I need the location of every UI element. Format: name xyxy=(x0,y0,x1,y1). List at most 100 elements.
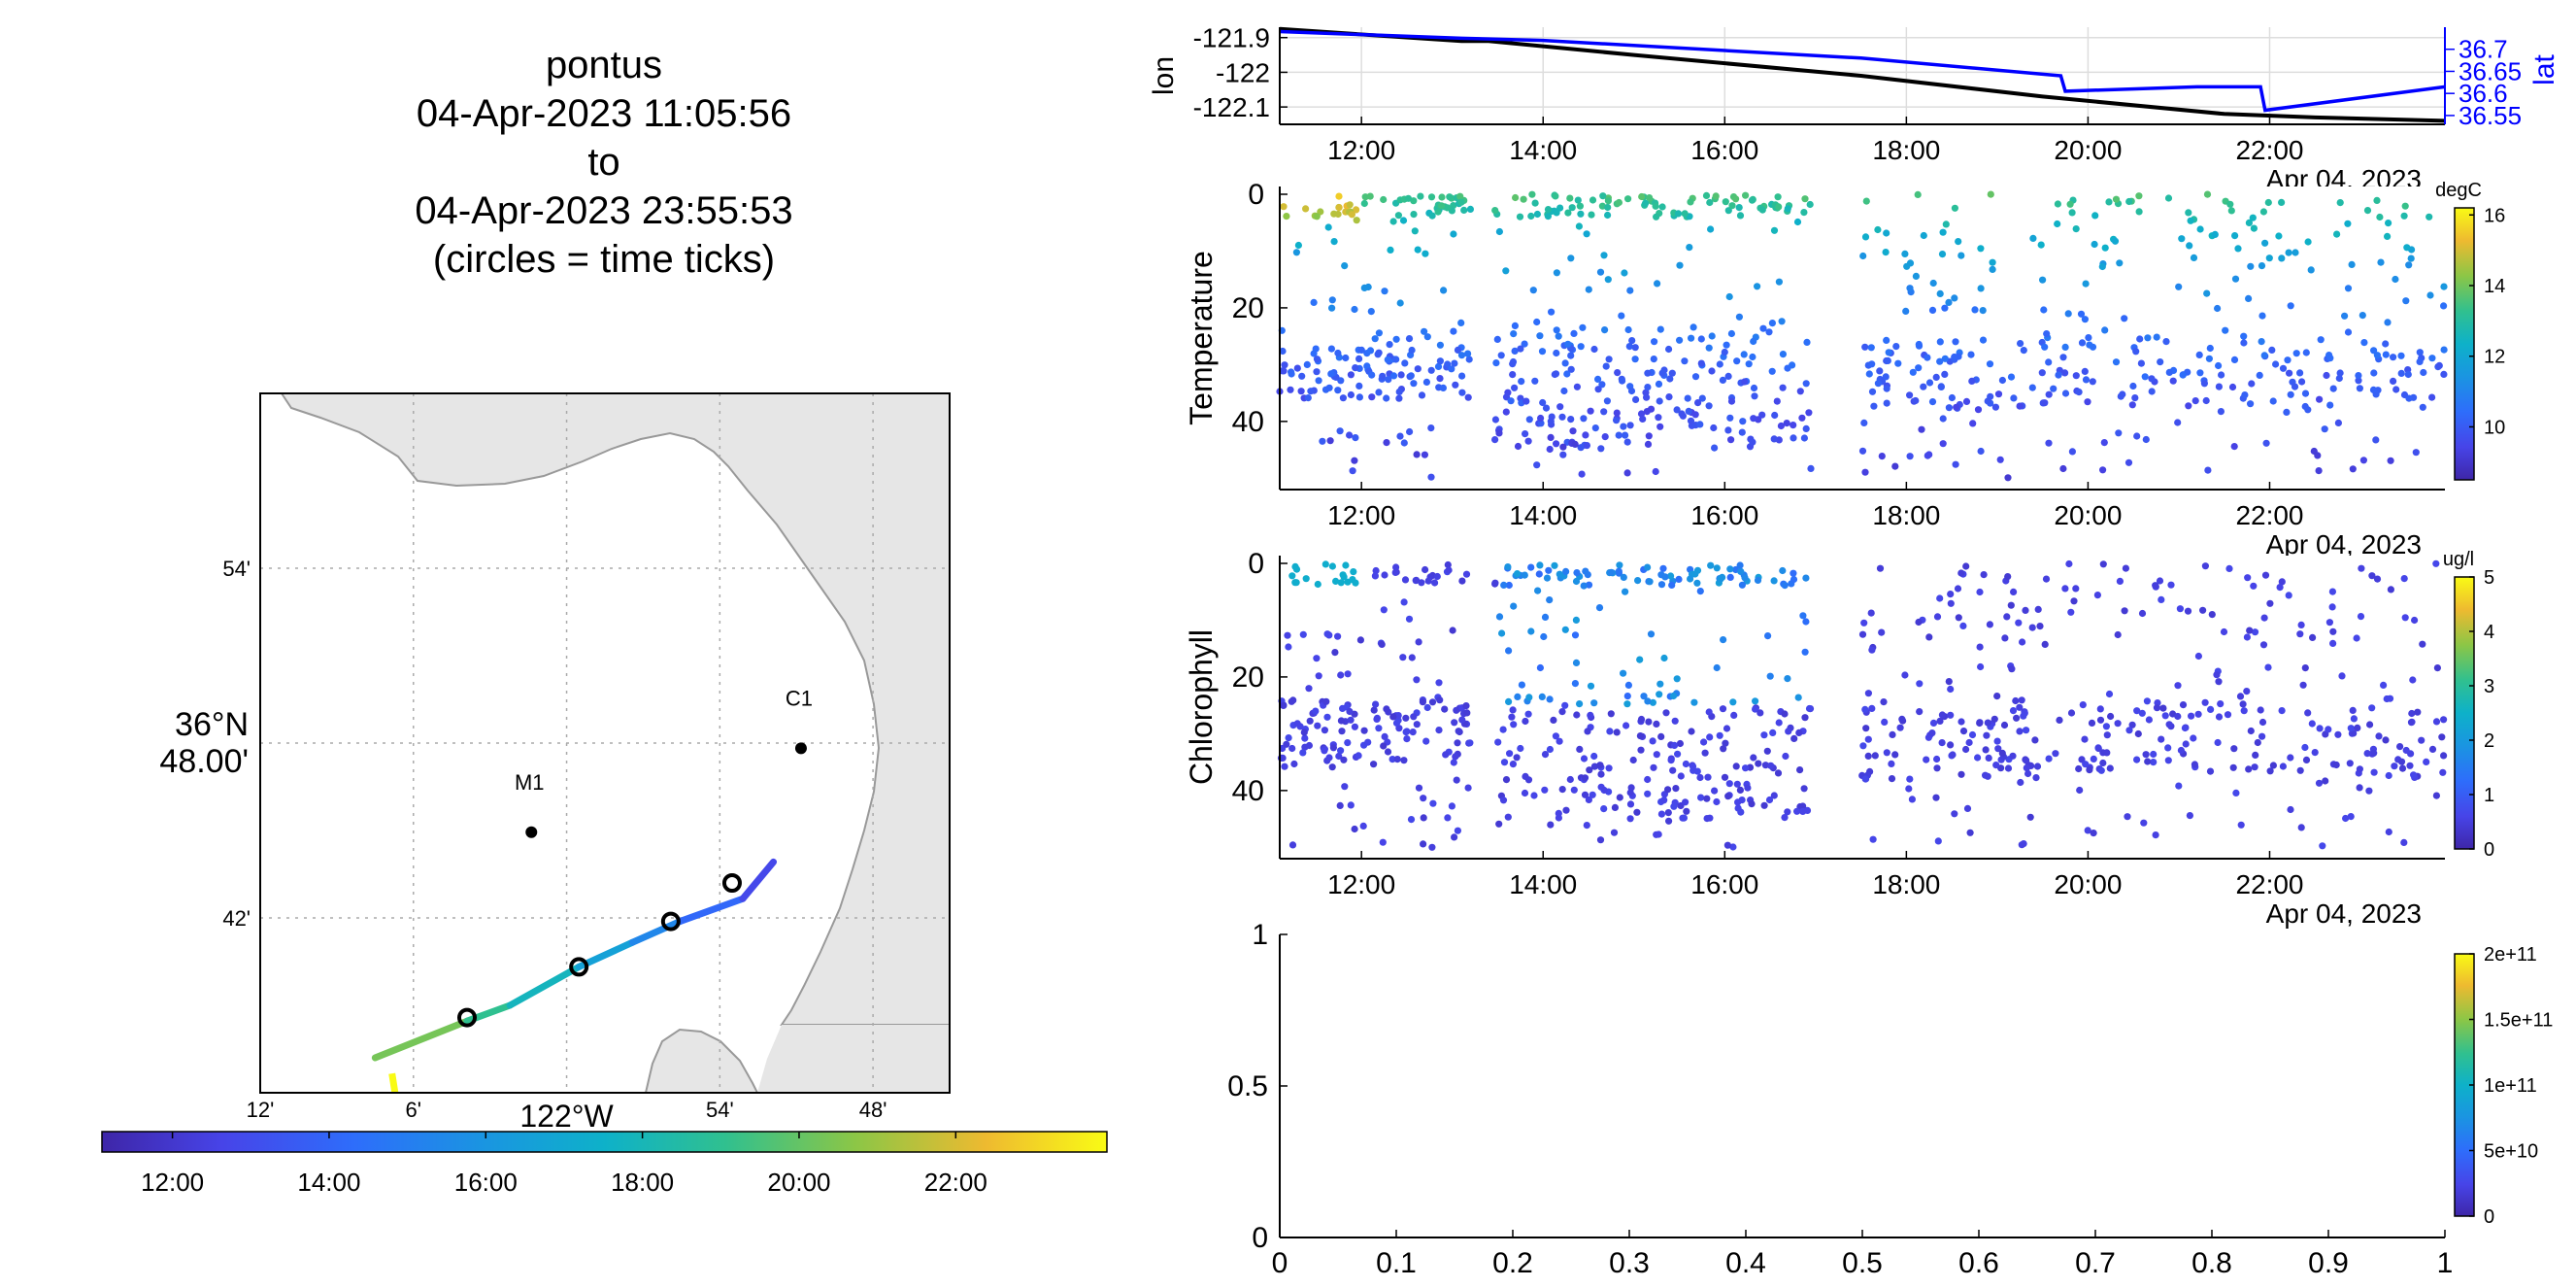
chlorophyll-point xyxy=(2432,718,2441,726)
temperature-point xyxy=(1315,377,1322,385)
x-tick-label: 14:00 xyxy=(1509,135,1577,165)
temperature-point xyxy=(2301,390,2310,397)
temperature-point xyxy=(1598,381,1606,389)
temperature-point xyxy=(1674,210,1683,218)
temperature-point xyxy=(2101,244,2109,252)
temperature-point xyxy=(2116,259,2124,267)
temperature-point xyxy=(1355,393,1363,401)
temperature-point xyxy=(2203,289,2211,297)
temperature-point xyxy=(1564,340,1572,348)
chlorophyll-point xyxy=(1683,807,1690,815)
temperature-point xyxy=(1339,394,1347,402)
chlorophyll-point xyxy=(1703,795,1711,802)
temperature-point xyxy=(1527,212,1535,220)
temperature-point xyxy=(2384,232,2392,240)
temperature-point xyxy=(1673,406,1681,414)
track-layer xyxy=(371,858,778,1093)
chlorophyll-point xyxy=(1499,726,1507,733)
temperature-point xyxy=(1998,376,2006,385)
chlorophyll-point xyxy=(2325,726,2332,733)
empty-plot-area xyxy=(1280,934,2445,1237)
temperature-point xyxy=(1366,347,1375,355)
chlorophyll-point xyxy=(1750,754,1757,762)
temperature-point xyxy=(1576,202,1584,210)
chlorophyll-point xyxy=(1323,713,1331,721)
chlorophyll-point xyxy=(1321,560,1329,568)
chlorophyll-point xyxy=(1412,576,1421,584)
chlorophyll-point xyxy=(1495,613,1504,621)
temperature-point xyxy=(1440,287,1448,294)
chlorophyll-point xyxy=(1933,613,1942,621)
temperature-point xyxy=(1363,362,1371,370)
temperature-point xyxy=(2132,348,2140,356)
chlorophyll-point xyxy=(1530,792,1538,799)
chlorophyll-point xyxy=(1802,618,1810,626)
chlorophyll-point xyxy=(1415,638,1422,646)
temperature-point xyxy=(1408,346,1416,355)
temperature-point xyxy=(1303,360,1311,368)
chlorophyll-point xyxy=(2201,562,2209,570)
temperature-point xyxy=(2214,304,2222,313)
colorbar-tick-label: 12 xyxy=(2484,347,2505,368)
temperature-point xyxy=(1694,399,1702,407)
temperature-point xyxy=(1987,190,1994,198)
temperature-point xyxy=(1902,307,1910,315)
chlorophyll-point xyxy=(1508,713,1516,721)
temperature-point xyxy=(1967,351,1975,358)
temperature-point xyxy=(1427,424,1435,432)
temperature-point xyxy=(1779,351,1787,358)
chlorophyll-point xyxy=(1347,716,1355,724)
temperature-point xyxy=(1596,268,1605,276)
temperature-point xyxy=(1861,233,1870,241)
chlorophyll-point xyxy=(2161,712,2169,720)
temperature-point xyxy=(2135,208,2143,216)
temperature-point xyxy=(2428,355,2436,362)
chlorophyll-point xyxy=(2194,652,2202,661)
chlorophyll-point xyxy=(1657,581,1666,589)
temperature-point xyxy=(2385,220,2392,227)
chlorophyll-point xyxy=(2158,735,2165,743)
temperature-point xyxy=(2287,390,2294,398)
temperature-point xyxy=(2403,244,2411,252)
temperature-point xyxy=(1457,198,1465,206)
chlorophyll-point xyxy=(2207,705,2215,714)
chlorophyll-point xyxy=(2329,639,2337,648)
chlorophyll-point xyxy=(1413,721,1421,729)
temperature-point xyxy=(1522,430,1529,438)
temperature-point xyxy=(2200,380,2208,388)
temperature-point xyxy=(1599,192,1607,200)
chlorophyll-point xyxy=(2382,736,2390,744)
temperature-point xyxy=(1551,370,1558,379)
temperature-point xyxy=(2072,225,2080,233)
empty-x-tick-label: 0.2 xyxy=(1492,1247,1533,1279)
chlorophyll-point xyxy=(1719,573,1726,582)
temperature-point xyxy=(1952,338,1959,346)
chlorophyll-point xyxy=(1403,728,1411,735)
temperature-point xyxy=(1450,230,1457,238)
chlorophyll-point xyxy=(2018,841,2025,849)
colorbar-tick-label: 16 xyxy=(2484,205,2505,226)
temperature-point xyxy=(1536,332,1544,340)
chlorophyll-point xyxy=(2133,707,2141,715)
chlorophyll-point xyxy=(2380,681,2388,690)
track-segment xyxy=(575,938,636,970)
chlorophyll-point xyxy=(2114,630,2122,639)
temperature-point xyxy=(1357,346,1365,354)
chlorophyll-point xyxy=(1504,563,1512,571)
chlorophyll-point xyxy=(1977,662,1985,671)
temperature-point xyxy=(1801,195,1809,203)
track-segment xyxy=(739,858,778,902)
temperature-point xyxy=(1994,390,2003,398)
temperature-point xyxy=(2039,276,2047,284)
chlorophyll-point xyxy=(1653,720,1660,729)
chlorophyll-point xyxy=(1380,606,1388,614)
temperature-point xyxy=(2020,347,2027,355)
temperature-point xyxy=(1878,453,1886,460)
temperature-point xyxy=(2325,352,2333,359)
chlorophyll-point xyxy=(1691,570,1699,578)
chlorophyll-point xyxy=(2402,746,2410,755)
temperature-point xyxy=(1971,306,1979,314)
chlorophyll-point xyxy=(2156,577,2164,585)
temperature-point xyxy=(1538,348,1547,356)
